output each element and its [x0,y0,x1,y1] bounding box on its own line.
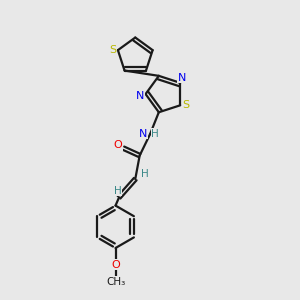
Text: S: S [182,100,190,110]
Text: N: N [139,129,148,139]
Text: H: H [152,129,159,139]
Text: H: H [141,169,148,179]
Text: N: N [178,73,186,82]
Text: O: O [113,140,122,150]
Text: CH₃: CH₃ [106,277,125,286]
Text: N: N [136,91,145,100]
Text: O: O [111,260,120,270]
Text: S: S [109,45,116,55]
Text: H: H [114,186,122,196]
